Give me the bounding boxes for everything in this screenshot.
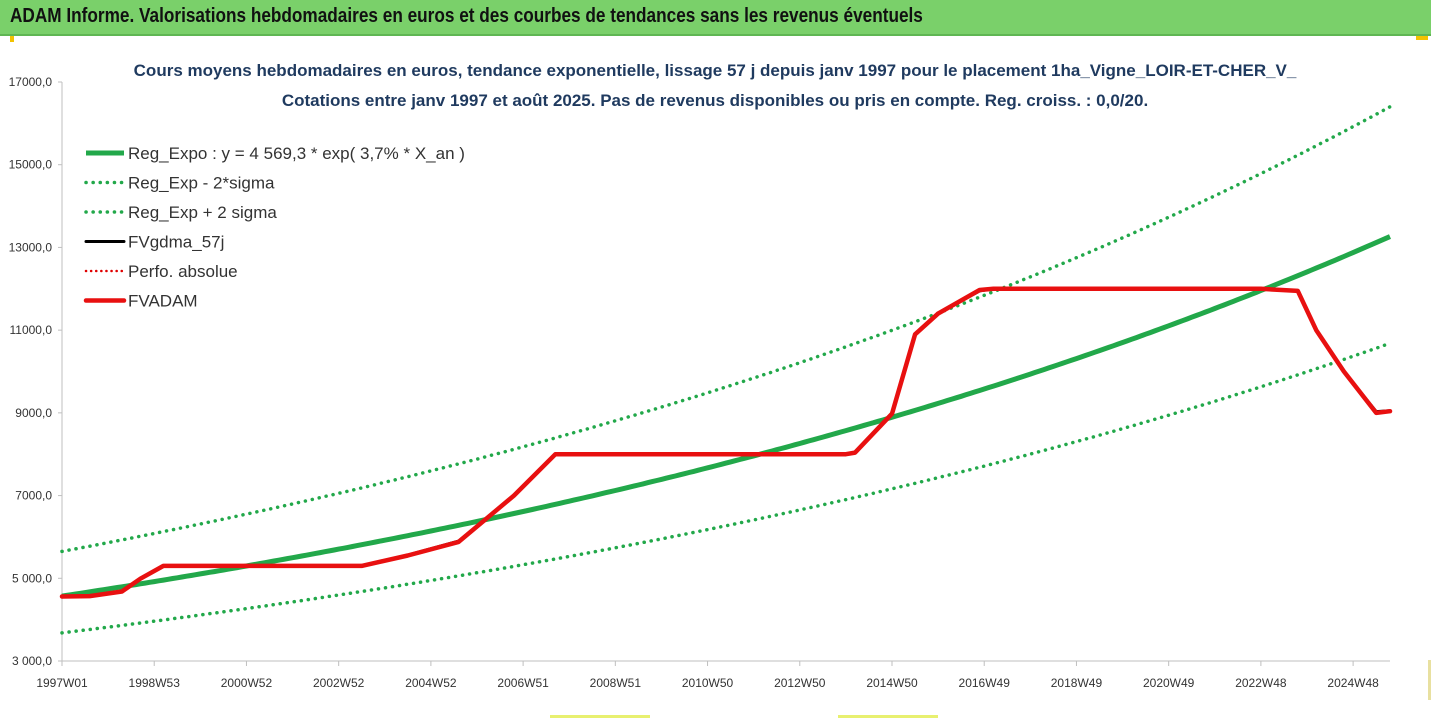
x-tick-label: 2024W48 — [1327, 676, 1379, 690]
series-line-5 — [59, 286, 1393, 599]
x-tick-label: 2016W49 — [959, 676, 1011, 690]
chart-subtitle: Cotations entre janv 1997 et août 2025. … — [282, 91, 1148, 110]
x-tick-label: 2002W52 — [313, 676, 365, 690]
corner-marker-bottom-left — [550, 715, 650, 718]
x-tick-label: 1998W53 — [129, 676, 181, 690]
y-tick-label: 9000,0 — [15, 406, 52, 420]
report-title: ADAM Informe. Valorisations hebdomadaire… — [10, 5, 923, 27]
legend-label: Reg_Exp + 2 sigma — [128, 203, 277, 222]
x-tick-label: 2012W50 — [774, 676, 826, 690]
series-layer — [59, 105, 1393, 635]
x-tick-label: 2022W48 — [1235, 676, 1287, 690]
chart-area: Cours moyens hebdomadaires en euros, ten… — [0, 38, 1431, 718]
x-tick-label: 2008W51 — [590, 676, 642, 690]
series-line-2 — [60, 105, 1392, 554]
y-tick-label: 17000,0 — [9, 75, 53, 89]
y-tick-label: 15000,0 — [9, 158, 53, 172]
corner-marker-top-right — [1416, 36, 1428, 40]
y-tick-label: 3 000,0 — [12, 654, 52, 668]
x-tick-label: 2000W52 — [221, 676, 273, 690]
corner-marker-top-left — [10, 36, 14, 42]
x-tick-label: 1997W01 — [36, 676, 88, 690]
corner-marker-bottom-right — [838, 715, 938, 718]
y-axis: 3 000,0 5 000,0 7000,0 9000,0 11000,0 13000,0… — [9, 75, 63, 668]
chart-title: Cours moyens hebdomadaires en euros, ten… — [134, 61, 1297, 80]
legend-label: FVgdma_57j — [128, 233, 224, 252]
legend-label: Reg_Expo : y = 4 569,3 * exp( 3,7% * X_a… — [128, 144, 465, 163]
x-tick-label: 2018W49 — [1051, 676, 1103, 690]
x-tick-label: 2010W50 — [682, 676, 734, 690]
legend-label: FVADAM — [128, 292, 198, 311]
legend-label: Perfo. absolue — [128, 262, 238, 281]
x-tick-label: 2006W51 — [497, 676, 549, 690]
series-line-1 — [60, 341, 1392, 635]
legend-label: Reg_Exp - 2*sigma — [128, 174, 275, 193]
series-line-0 — [61, 234, 1391, 599]
y-tick-label: 13000,0 — [9, 240, 53, 254]
series-line-3 — [60, 287, 1392, 598]
y-tick-label: 7000,0 — [15, 489, 52, 503]
y-tick-label: 11000,0 — [10, 323, 53, 337]
legend: Reg_Expo : y = 4 569,3 * exp( 3,7% * X_a… — [83, 144, 465, 311]
x-tick-label: 2004W52 — [405, 676, 457, 690]
y-tick-label: 5 000,0 — [12, 571, 52, 585]
corner-marker-right-bottom — [1428, 660, 1431, 700]
x-axis: 1997W01 1998W53 2000W52 2002W52 2004W52 2006W… — [36, 660, 1390, 690]
x-tick-label: 2020W49 — [1143, 676, 1195, 690]
x-tick-label: 2014W50 — [866, 676, 918, 690]
chart-canvas: Cours moyens hebdomadaires en euros, ten… — [9, 61, 1393, 690]
report-banner: ADAM Informe. Valorisations hebdomadaire… — [0, 0, 1431, 36]
